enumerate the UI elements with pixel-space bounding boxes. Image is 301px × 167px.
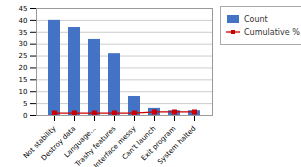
html-text:Count: Count [244,14,268,24]
svg-text:System halted: System halted [156,125,197,166]
svg-text:10: 10 [19,88,28,96]
svg-text:35: 35 [19,29,28,37]
svg-text:5: 5 [23,100,27,108]
svg-text:20: 20 [19,64,28,72]
svg-text:Destroy data: Destroy data [39,124,78,163]
svg-text:0: 0 [23,112,27,120]
svg-text:25: 25 [19,52,28,60]
svg-text:Can't launch: Can't launch [121,125,158,162]
svg-text:Not stability: Not stability [21,124,58,161]
html-text:Cumulative %: Cumulative % [244,27,300,37]
svg-text:30: 30 [19,40,28,48]
svg-text:15: 15 [19,76,28,84]
svg-text:45: 45 [19,5,28,13]
svg-text:40: 40 [19,17,28,25]
svg-text:Language...: Language... [62,124,98,160]
svg-text:Exit program: Exit program [139,124,178,163]
